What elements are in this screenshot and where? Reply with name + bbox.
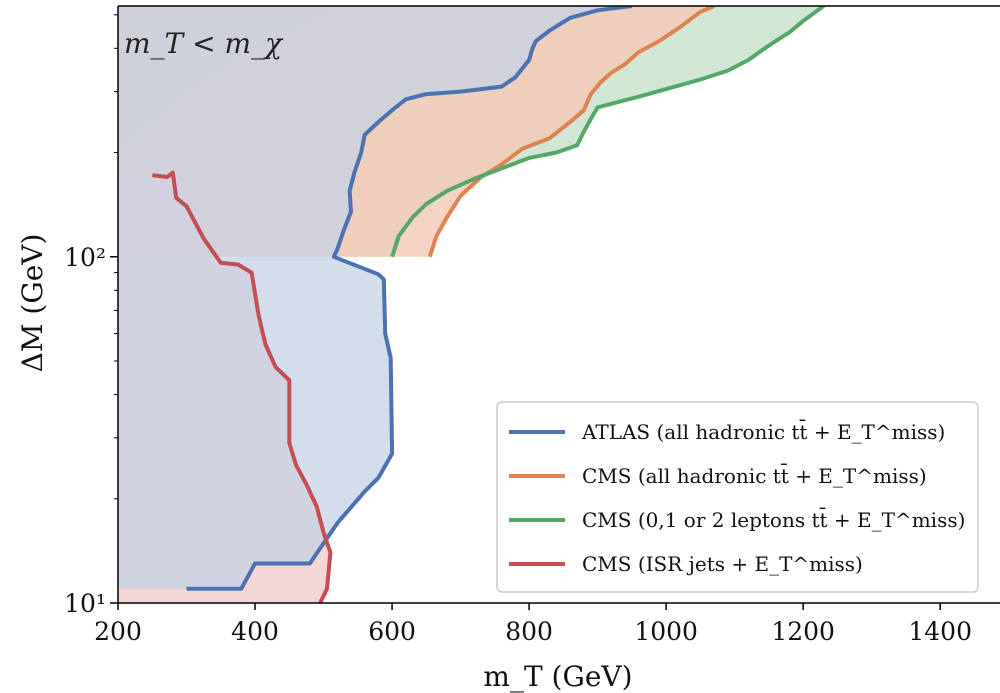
series-line-1: [427, 6, 715, 258]
legend-label-1: CMS (all hadronic tt̄ + E_T^miss): [582, 463, 927, 488]
x-tick-label: 400: [231, 617, 279, 646]
legend-label-0: ATLAS (all hadronic tt̄ + E_T^miss): [581, 419, 945, 444]
x-tick-label: 1000: [634, 617, 698, 646]
legend-label-2: CMS (0,1 or 2 leptons tt̄ + E_T^miss): [582, 507, 965, 532]
legend: ATLAS (all hadronic tt̄ + E_T^miss) CMS (…: [496, 401, 979, 593]
x-tick-label: 200: [94, 617, 142, 646]
x-axis-title: m_T (GeV): [483, 660, 632, 693]
y-tick-label: 10¹: [64, 589, 106, 618]
series-line-2: [390, 6, 825, 258]
region-annotation: m_T < m_χ: [124, 27, 284, 60]
axes: 200 400 600 800 1000 1200 1400 10¹ 10²: [64, 5, 1000, 646]
y-tick-label: 10²: [64, 243, 106, 272]
series-line-3: [152, 170, 333, 603]
x-tick-label: 800: [505, 617, 553, 646]
legend-label-3: CMS (ISR jets + E_T^miss): [582, 552, 863, 576]
plot-area: [118, 6, 825, 603]
series-line-0: [186, 6, 633, 591]
series-fill-0: [118, 6, 632, 589]
y-axis-title: ΔM (GeV): [16, 234, 49, 373]
x-tick-label: 1200: [771, 617, 835, 646]
legend-box: [496, 401, 979, 593]
x-tick-label: 1400: [908, 617, 972, 646]
x-tick-label: 600: [368, 617, 416, 646]
